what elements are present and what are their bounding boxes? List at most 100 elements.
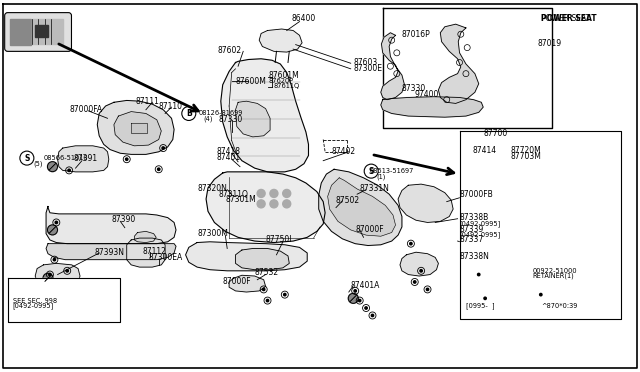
Circle shape xyxy=(283,200,291,208)
Circle shape xyxy=(354,290,356,292)
Polygon shape xyxy=(35,25,48,37)
Polygon shape xyxy=(319,169,402,246)
Circle shape xyxy=(125,158,128,160)
Text: 87330: 87330 xyxy=(402,84,426,93)
Polygon shape xyxy=(58,146,109,172)
Text: 87331N: 87331N xyxy=(360,185,390,193)
Text: POWER SEAT: POWER SEAT xyxy=(541,14,596,23)
Polygon shape xyxy=(383,8,552,128)
Circle shape xyxy=(47,225,58,235)
Polygon shape xyxy=(229,275,266,292)
Circle shape xyxy=(162,147,164,149)
Text: 87000F: 87000F xyxy=(223,278,252,286)
Circle shape xyxy=(371,314,374,317)
Polygon shape xyxy=(461,265,504,289)
Text: 08126-81699: 08126-81699 xyxy=(198,110,243,116)
Text: 87390: 87390 xyxy=(112,215,136,224)
Circle shape xyxy=(477,273,480,276)
Text: 87602: 87602 xyxy=(218,46,242,55)
Polygon shape xyxy=(462,246,488,257)
Circle shape xyxy=(262,288,265,291)
Text: 87750l: 87750l xyxy=(266,235,292,244)
Text: 87720M: 87720M xyxy=(511,146,541,155)
Circle shape xyxy=(270,200,278,208)
Text: 08513-51697: 08513-51697 xyxy=(370,168,414,174)
Text: 87112: 87112 xyxy=(142,247,166,256)
Circle shape xyxy=(365,307,367,309)
Text: 87418: 87418 xyxy=(216,147,241,156)
Text: 87330: 87330 xyxy=(219,115,243,124)
Polygon shape xyxy=(236,101,270,137)
Polygon shape xyxy=(10,19,31,45)
Text: 87110: 87110 xyxy=(159,102,183,110)
Polygon shape xyxy=(221,59,308,172)
Text: 87337: 87337 xyxy=(460,235,484,244)
Text: 87311Q: 87311Q xyxy=(219,190,249,199)
Text: [0492-0995]: [0492-0995] xyxy=(13,302,54,309)
Text: 97400: 97400 xyxy=(415,90,439,99)
Text: 87338B: 87338B xyxy=(460,213,489,222)
Text: 00922-51000: 00922-51000 xyxy=(532,268,577,274)
Circle shape xyxy=(413,281,416,283)
Polygon shape xyxy=(114,112,161,146)
Text: B: B xyxy=(186,109,191,118)
Text: 87391: 87391 xyxy=(74,154,98,163)
Polygon shape xyxy=(328,178,396,236)
Text: RETAINER(1): RETAINER(1) xyxy=(532,273,574,279)
Circle shape xyxy=(68,169,70,171)
Text: 87300E: 87300E xyxy=(353,64,382,73)
Polygon shape xyxy=(381,97,483,117)
Polygon shape xyxy=(8,278,120,322)
Circle shape xyxy=(257,200,265,208)
Circle shape xyxy=(284,294,286,296)
FancyBboxPatch shape xyxy=(4,13,72,51)
Text: ^870*0:39: ^870*0:39 xyxy=(541,303,577,309)
Text: (1): (1) xyxy=(376,173,386,180)
Polygon shape xyxy=(134,231,156,243)
Circle shape xyxy=(420,270,422,272)
Circle shape xyxy=(49,273,51,276)
Polygon shape xyxy=(32,19,63,44)
Text: 87502: 87502 xyxy=(336,196,360,205)
Text: 87603: 87603 xyxy=(353,58,378,67)
Text: 87532: 87532 xyxy=(255,268,279,277)
Circle shape xyxy=(157,168,160,170)
Text: 87700: 87700 xyxy=(484,129,508,138)
Text: [0492-0995]: [0492-0995] xyxy=(460,231,500,238)
Text: 87000FB: 87000FB xyxy=(460,190,493,199)
Text: 87000F: 87000F xyxy=(355,225,384,234)
Text: S: S xyxy=(369,167,374,176)
Text: SEE SEC. 998: SEE SEC. 998 xyxy=(13,298,57,304)
Polygon shape xyxy=(206,172,325,243)
Polygon shape xyxy=(186,242,307,271)
Text: (4): (4) xyxy=(204,116,213,122)
Circle shape xyxy=(540,294,542,296)
Polygon shape xyxy=(35,263,80,287)
Text: 87300EA: 87300EA xyxy=(148,253,183,262)
Text: 87401: 87401 xyxy=(216,153,241,162)
Polygon shape xyxy=(236,248,289,270)
Circle shape xyxy=(426,288,429,291)
Circle shape xyxy=(283,189,291,198)
Circle shape xyxy=(270,189,278,198)
Text: 87111: 87111 xyxy=(136,97,159,106)
Text: 87600M: 87600M xyxy=(236,77,266,86)
Text: 87402: 87402 xyxy=(332,147,356,156)
Polygon shape xyxy=(536,277,576,299)
Text: 87620P: 87620P xyxy=(269,78,294,84)
Text: 87611Q: 87611Q xyxy=(274,83,300,89)
Circle shape xyxy=(53,259,56,261)
Text: 87000FA: 87000FA xyxy=(69,105,102,114)
Text: 08566-51010: 08566-51010 xyxy=(44,155,88,161)
Polygon shape xyxy=(46,244,176,260)
Polygon shape xyxy=(398,184,453,222)
Text: 87339: 87339 xyxy=(460,225,484,234)
Polygon shape xyxy=(127,238,165,267)
Text: 87703M: 87703M xyxy=(511,152,541,161)
Text: 87414: 87414 xyxy=(472,146,497,155)
Text: 87301M: 87301M xyxy=(225,195,256,204)
Text: 87338N: 87338N xyxy=(460,252,490,261)
Polygon shape xyxy=(438,24,479,103)
Circle shape xyxy=(358,299,361,302)
Text: 87401A: 87401A xyxy=(351,281,380,290)
